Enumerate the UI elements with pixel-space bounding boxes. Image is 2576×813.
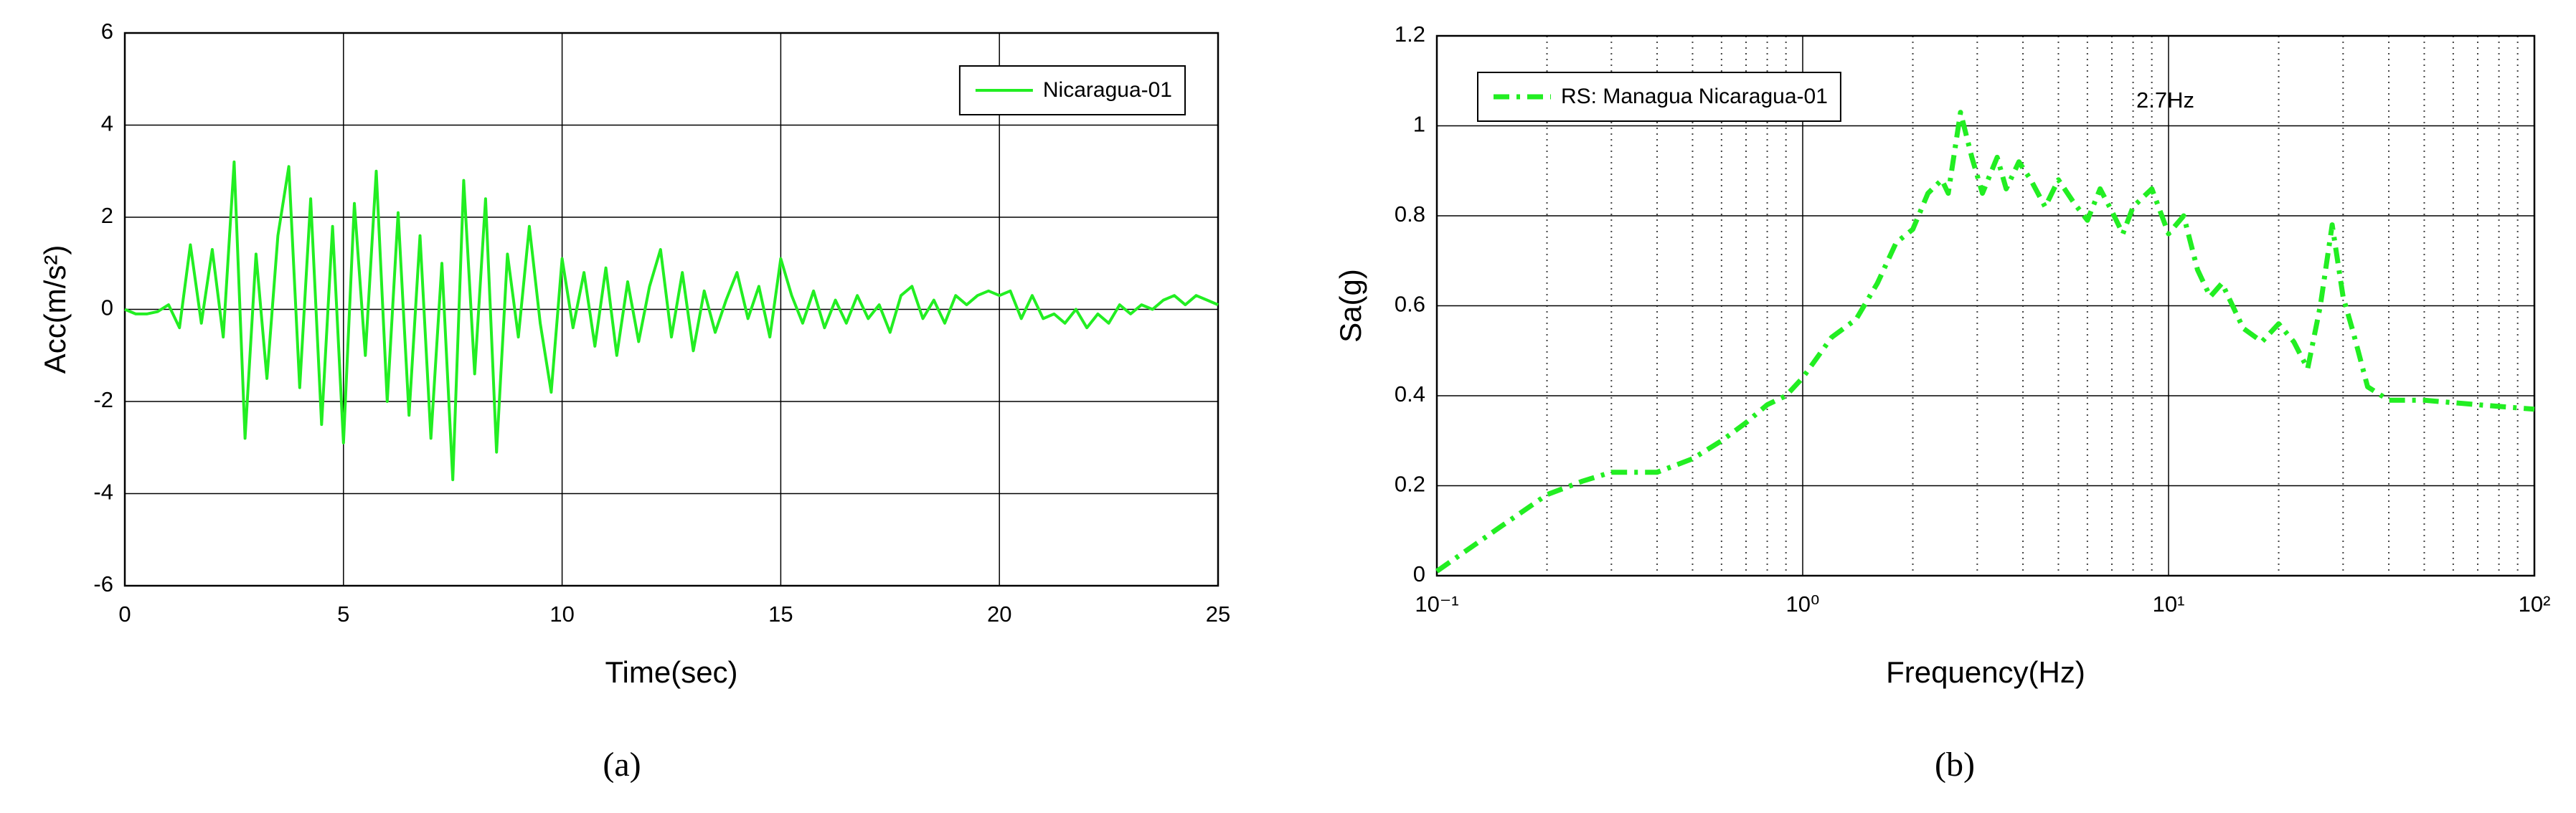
y-tick-label: 1.2 xyxy=(1395,22,1425,47)
x-tick-label: 10⁰ xyxy=(1786,591,1820,617)
panel-label: (b) xyxy=(1935,746,1975,784)
x-tick-label: 10⁻¹ xyxy=(1415,591,1458,617)
x-tick-label: 10² xyxy=(2519,591,2551,617)
y-tick-label: -6 xyxy=(93,571,113,596)
series-line xyxy=(124,160,1219,482)
y-tick-label: 0.6 xyxy=(1395,292,1425,317)
x-tick-label: 25 xyxy=(1206,602,1230,627)
x-tick-label: 10¹ xyxy=(2153,591,2185,617)
y-axis-label: Sa(g) xyxy=(1334,269,1367,343)
y-tick-label: 4 xyxy=(101,111,113,136)
legend-text: RS: Managua Nicaragua-01 xyxy=(1561,85,1828,108)
legend: Nicaragua-01 xyxy=(958,65,1186,115)
x-axis-label: Frequency(Hz) xyxy=(1886,655,2085,689)
y-tick-label: -2 xyxy=(93,387,113,412)
legend: RS: Managua Nicaragua-01 xyxy=(1477,72,1841,122)
annotation: 2.7Hz xyxy=(2136,87,2194,113)
y-tick-label: 0.2 xyxy=(1395,472,1425,497)
y-tick-label: 0.4 xyxy=(1395,381,1425,406)
y-tick-label: 6 xyxy=(101,19,113,44)
y-tick-label: -4 xyxy=(93,480,113,505)
y-tick-label: 1 xyxy=(1413,112,1425,137)
y-axis-label: Acc(m/s²) xyxy=(38,245,72,374)
y-tick-label: 0 xyxy=(101,295,113,320)
x-tick-label: 5 xyxy=(337,602,349,627)
y-tick-label: 0.8 xyxy=(1395,201,1425,227)
y-tick-label: 2 xyxy=(101,203,113,228)
plot-frame xyxy=(1435,34,2536,577)
x-tick-label: 20 xyxy=(987,602,1011,627)
x-tick-label: 15 xyxy=(768,602,793,627)
x-axis-label: Time(sec) xyxy=(605,655,737,689)
x-tick-label: 0 xyxy=(118,602,131,627)
legend-text: Nicaragua-01 xyxy=(1043,78,1172,102)
y-tick-label: 0 xyxy=(1413,561,1425,586)
series-line xyxy=(1435,110,2535,574)
panel-label: (a) xyxy=(603,746,641,784)
x-tick-label: 10 xyxy=(549,602,574,627)
